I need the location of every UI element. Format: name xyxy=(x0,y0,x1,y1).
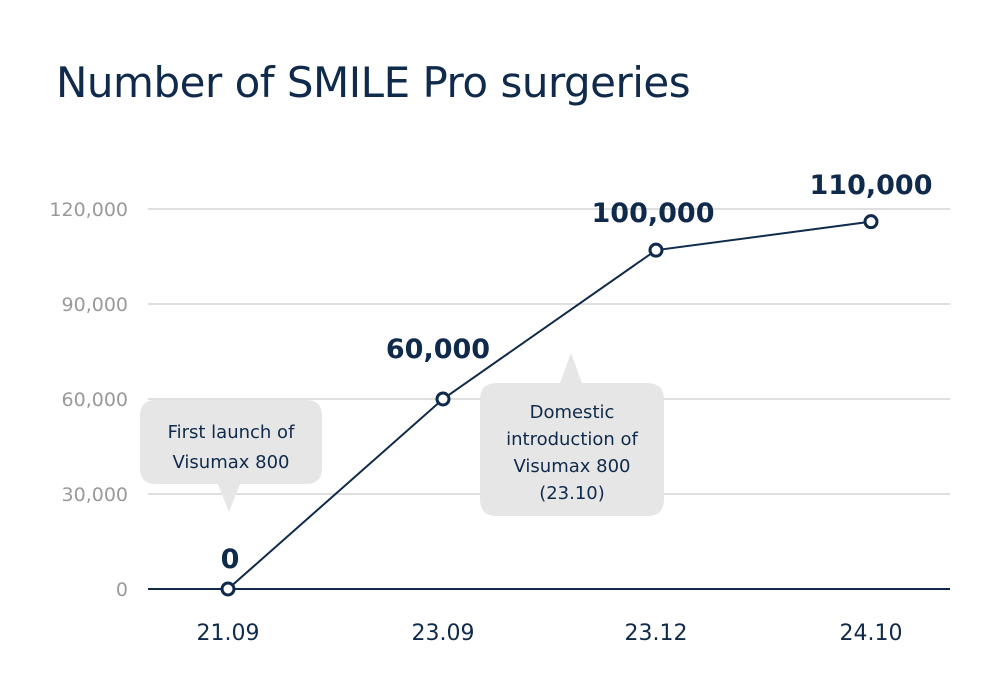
data-point xyxy=(863,214,879,230)
chart-title: Number of SMILE Pro surgeries xyxy=(56,58,691,107)
series-line xyxy=(227,220,872,590)
x-tick-label: 23.12 xyxy=(625,621,688,646)
y-tick-label: 30,000 xyxy=(62,484,128,506)
y-tick-label: 90,000 xyxy=(62,294,128,316)
x-tick-label: 23.09 xyxy=(412,621,475,646)
data-label: 100,000 xyxy=(592,198,715,229)
data-label: 0 xyxy=(221,544,240,575)
callout-bubble xyxy=(140,400,322,512)
y-tick-label: 60,000 xyxy=(62,389,128,411)
data-point xyxy=(648,242,664,258)
data-label: 60,000 xyxy=(386,334,490,365)
callout-text-line: introduction of xyxy=(506,429,638,450)
callout-bubble xyxy=(480,353,664,516)
callout-text-line: First launch of xyxy=(168,422,295,443)
data-point xyxy=(435,391,451,407)
callout-text-line: Domestic xyxy=(530,402,615,423)
data-label: 110,000 xyxy=(810,170,933,201)
callout-text-line: Visumax 800 xyxy=(514,456,631,477)
data-point xyxy=(220,581,236,597)
callout-text-line: (23.10) xyxy=(539,483,605,504)
callout-text-line: Visumax 800 xyxy=(173,452,290,473)
y-tick-label: 120,000 xyxy=(49,199,128,221)
x-tick-label: 21.09 xyxy=(197,621,260,646)
x-tick-label: 24.10 xyxy=(840,621,903,646)
y-tick-label: 0 xyxy=(116,579,128,601)
